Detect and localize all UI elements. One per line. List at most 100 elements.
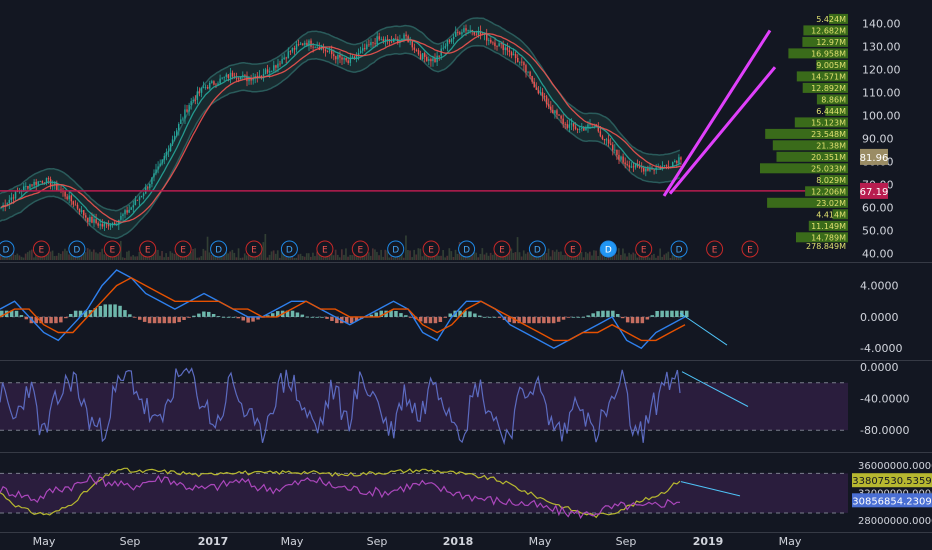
candle-body — [219, 78, 221, 84]
macd-histogram-bar — [310, 316, 314, 318]
candle-body — [269, 71, 271, 73]
time-axis-label: Sep — [120, 535, 141, 548]
obv-arrow — [680, 481, 741, 497]
volume-bar — [491, 254, 494, 260]
volume-bar — [475, 252, 477, 260]
current-price-label: 81.96 — [860, 153, 889, 164]
macd-histogram-bar — [482, 316, 487, 318]
obv-panel: 36000000.000032000000.000028000000.00003… — [0, 461, 932, 527]
macd-histogram-bar — [276, 311, 280, 317]
candle-body — [376, 36, 378, 45]
volume-bar — [417, 248, 420, 260]
candle-body — [545, 96, 548, 105]
candle-body — [142, 193, 145, 196]
volume-profile-label: 6.444M — [816, 107, 846, 116]
candle-body — [674, 161, 676, 163]
event-label: E — [641, 246, 647, 256]
candle-body — [6, 203, 8, 207]
volume-bar — [580, 251, 583, 260]
macd-histogram-bar — [551, 316, 556, 324]
volume-bar — [107, 255, 110, 260]
volume-bar — [165, 253, 167, 260]
candle-body — [0, 207, 2, 209]
candle-body — [645, 168, 647, 172]
candle-body — [74, 204, 77, 206]
volume-bar — [305, 253, 308, 260]
volume-bar — [97, 253, 99, 260]
candle-body — [339, 54, 341, 58]
moving-average-line — [0, 33, 682, 223]
macd-histogram-bar — [596, 311, 600, 317]
volume-bar — [651, 254, 653, 260]
earnings-marker — [635, 240, 653, 258]
candle-body — [475, 34, 478, 36]
volume-bar — [119, 240, 122, 260]
macd-histogram-bar — [64, 316, 68, 319]
candle-body — [56, 183, 58, 190]
candle-body — [345, 57, 347, 61]
candle-body — [527, 71, 529, 73]
candle-body — [500, 43, 502, 45]
volume-bar — [270, 251, 273, 260]
volume-bar — [634, 253, 637, 260]
macd-histogram-bar — [98, 305, 103, 317]
candle-body — [353, 56, 356, 59]
event-label: D — [286, 246, 293, 256]
candle-body — [217, 83, 219, 86]
candle-body — [29, 184, 31, 189]
event-label: E — [251, 246, 257, 256]
volume-bar — [142, 254, 145, 260]
macd-histogram-bar — [591, 313, 595, 317]
macd-histogram-bar — [606, 310, 610, 317]
candle-body — [517, 58, 519, 63]
volume-bar — [117, 253, 120, 260]
candle-body — [277, 63, 279, 68]
volume-bar — [235, 257, 238, 260]
volume-bar — [388, 257, 391, 260]
volume-bar — [86, 248, 89, 260]
volume-bar — [82, 253, 85, 260]
candle-body — [678, 157, 680, 163]
macd-histogram-bar — [423, 316, 428, 324]
candle-body — [184, 109, 186, 119]
candle-body — [161, 159, 163, 164]
volume-profile-bar — [825, 105, 848, 116]
volume-bar — [101, 248, 103, 260]
macd-histogram-bar — [547, 316, 551, 324]
time-axis-label: May — [281, 535, 304, 548]
volume-profile-bar — [816, 94, 848, 105]
macd-histogram-bar — [655, 311, 659, 317]
candle-body — [510, 52, 513, 56]
candle-body — [560, 115, 562, 119]
volume-bar — [514, 252, 517, 260]
candle-body — [630, 166, 633, 168]
volume-bar — [272, 250, 275, 260]
time-axis-label: 2018 — [443, 535, 474, 548]
macd-histogram-bar — [211, 314, 216, 317]
candle-body — [165, 151, 168, 156]
candle-body — [41, 181, 44, 183]
candle-body — [343, 57, 345, 60]
candle-body — [225, 74, 228, 77]
volume-bar — [667, 251, 670, 260]
macd-histogram-bar — [246, 316, 250, 323]
volume-profile-bar — [816, 59, 848, 70]
candle-body — [599, 131, 602, 137]
candle-body — [347, 60, 349, 63]
event-label: E — [428, 246, 434, 256]
macd-panel: 4.0000 0.0000 -4.0000 — [0, 269, 902, 355]
candle-body — [634, 164, 637, 168]
candle-body — [341, 57, 343, 60]
macd-histogram-bar — [616, 314, 620, 317]
volume-bar — [307, 253, 310, 260]
volume-bar — [161, 251, 163, 260]
obv-value-label: 30856854.2309 — [852, 496, 932, 507]
volume-bar — [59, 253, 62, 260]
macd-histogram-bar — [177, 316, 181, 323]
macd-histogram-bar — [226, 316, 231, 318]
volume-bar — [223, 253, 225, 260]
volume-bar — [196, 257, 198, 260]
volume-bar — [266, 257, 269, 260]
volume-bar — [644, 255, 647, 260]
macd-signal-line — [0, 277, 686, 342]
